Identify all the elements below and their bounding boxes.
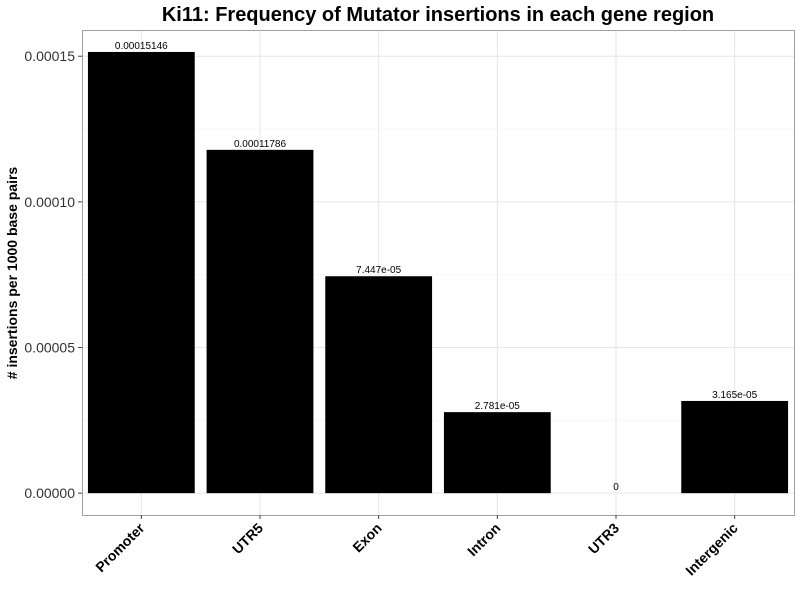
x-tick-label: Promoter xyxy=(92,519,148,575)
data-label: 7.447e-05 xyxy=(356,265,401,276)
x-tick-label: Exon xyxy=(349,520,385,556)
plot-panel xyxy=(82,30,795,516)
y-axis: 0.00000 0.00005 0.00010 0.00015 xyxy=(24,48,82,501)
bar-intron xyxy=(443,412,551,494)
bar-utr5 xyxy=(206,149,314,494)
bars xyxy=(87,51,789,494)
data-labels: 0.00015146 0.00011786 7.447e-05 2.781e-05 0 3… xyxy=(115,41,758,493)
x-tick-label: UTR3 xyxy=(585,520,622,557)
bar-intergenic xyxy=(681,400,789,494)
y-axis-label: # insertions per 1000 base pairs xyxy=(4,167,20,380)
data-label: 0.00011786 xyxy=(234,139,287,150)
x-tick-label: Intergenic xyxy=(682,520,741,579)
x-tick-label: Intron xyxy=(464,520,503,559)
bar-promoter xyxy=(87,51,195,494)
y-tick-label: 0.00010 xyxy=(24,194,75,210)
chart-title: Ki11: Frequency of Mutator insertions in… xyxy=(162,4,714,26)
y-tick-label: 0.00000 xyxy=(24,485,75,501)
bar-exon xyxy=(325,276,433,494)
data-label: 3.165e-05 xyxy=(712,390,757,401)
x-axis: Promoter UTR5 Exon Intron UTR3 Intergenic xyxy=(92,515,741,578)
data-label: 0.00015146 xyxy=(115,41,168,52)
data-label: 2.781e-05 xyxy=(475,401,520,412)
data-label: 0 xyxy=(613,482,619,493)
y-tick-label: 0.00005 xyxy=(24,340,75,356)
y-tick-label: 0.00015 xyxy=(24,48,75,64)
x-tick-label: UTR5 xyxy=(229,520,266,557)
